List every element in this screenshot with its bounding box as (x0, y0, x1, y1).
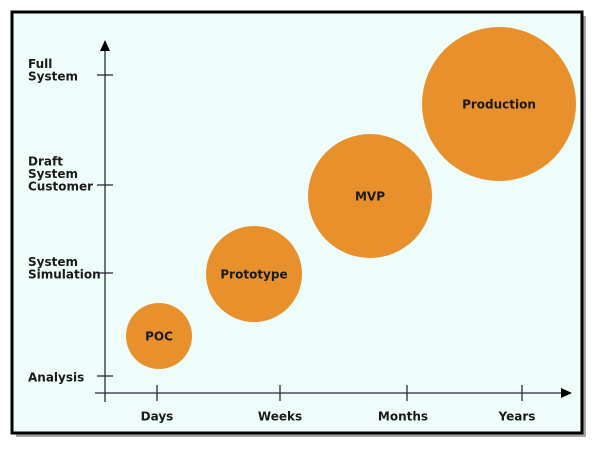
y-label: System (28, 167, 78, 181)
x-label: Days (141, 410, 174, 424)
y-label: Simulation (28, 268, 101, 282)
y-label: Customer (28, 180, 93, 194)
bubble-label: MVP (355, 190, 385, 204)
y-label: System (28, 70, 78, 84)
bubble (126, 303, 192, 369)
x-label: Weeks (258, 410, 302, 424)
x-arrow (561, 388, 572, 398)
x-label: Months (378, 410, 428, 424)
y-arrow (100, 40, 110, 51)
bubble-label: Production (462, 98, 536, 112)
y-label: Full (28, 57, 52, 71)
bubble-label: Prototype (220, 268, 287, 282)
y-label: Analysis (28, 371, 84, 385)
x-label: Years (498, 410, 536, 424)
bubble (206, 226, 302, 322)
bubble (422, 27, 576, 181)
bubble-label: POC (145, 330, 173, 344)
y-label: System (28, 255, 78, 269)
bubble (308, 134, 432, 258)
y-label: Draft (28, 155, 63, 169)
